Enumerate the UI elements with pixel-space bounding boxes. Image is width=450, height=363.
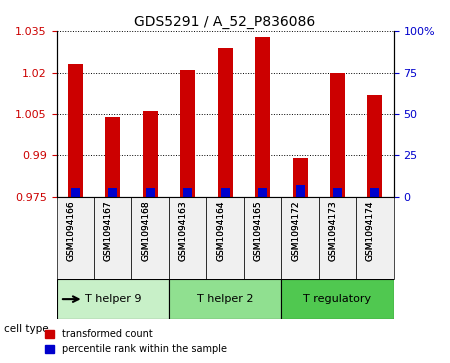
FancyBboxPatch shape <box>94 197 131 279</box>
FancyBboxPatch shape <box>57 197 94 279</box>
Text: T helper 9: T helper 9 <box>85 294 141 304</box>
Bar <box>183 188 192 197</box>
Bar <box>333 188 342 197</box>
Text: GSM1094164: GSM1094164 <box>216 201 225 261</box>
Bar <box>68 65 83 197</box>
Text: GSM1094166: GSM1094166 <box>66 201 75 261</box>
Text: GSM1094165: GSM1094165 <box>254 201 263 261</box>
Bar <box>146 188 155 197</box>
Text: GSM1094167: GSM1094167 <box>104 201 113 261</box>
Bar <box>108 188 117 197</box>
Text: GSM1094163: GSM1094163 <box>179 201 188 261</box>
Text: GSM1094172: GSM1094172 <box>291 201 300 261</box>
Bar <box>180 70 195 197</box>
Bar <box>370 188 379 197</box>
Text: GSM1094173: GSM1094173 <box>328 201 338 261</box>
FancyBboxPatch shape <box>281 197 319 279</box>
Bar <box>143 111 158 197</box>
FancyBboxPatch shape <box>207 197 244 279</box>
FancyBboxPatch shape <box>281 279 394 319</box>
Bar <box>296 185 305 197</box>
Text: GSM1094168: GSM1094168 <box>141 201 150 261</box>
Text: GSM1094165: GSM1094165 <box>254 201 263 261</box>
FancyBboxPatch shape <box>131 197 169 279</box>
Title: GDS5291 / A_52_P836086: GDS5291 / A_52_P836086 <box>135 15 316 29</box>
Text: GSM1094174: GSM1094174 <box>366 201 375 261</box>
Bar <box>292 158 307 197</box>
Bar <box>330 73 345 197</box>
Bar <box>368 95 382 197</box>
FancyBboxPatch shape <box>169 279 281 319</box>
Bar <box>258 188 267 197</box>
Legend: transformed count, percentile rank within the sample: transformed count, percentile rank withi… <box>41 326 231 358</box>
Bar <box>220 188 230 197</box>
Text: GSM1094172: GSM1094172 <box>291 201 300 261</box>
Text: cell type: cell type <box>4 323 49 334</box>
Text: GSM1094168: GSM1094168 <box>141 201 150 261</box>
Text: T regulatory: T regulatory <box>303 294 372 304</box>
Bar <box>218 48 233 197</box>
Text: GSM1094163: GSM1094163 <box>179 201 188 261</box>
Text: T helper 2: T helper 2 <box>197 294 253 304</box>
FancyBboxPatch shape <box>319 197 356 279</box>
FancyBboxPatch shape <box>244 197 281 279</box>
FancyBboxPatch shape <box>57 279 169 319</box>
Bar <box>71 188 80 197</box>
Text: GSM1094167: GSM1094167 <box>104 201 113 261</box>
FancyBboxPatch shape <box>356 197 394 279</box>
Text: GSM1094166: GSM1094166 <box>66 201 75 261</box>
Text: GSM1094173: GSM1094173 <box>328 201 338 261</box>
Bar <box>105 117 120 197</box>
Bar <box>255 37 270 197</box>
FancyBboxPatch shape <box>169 197 207 279</box>
Text: GSM1094164: GSM1094164 <box>216 201 225 261</box>
Text: GSM1094174: GSM1094174 <box>366 201 375 261</box>
